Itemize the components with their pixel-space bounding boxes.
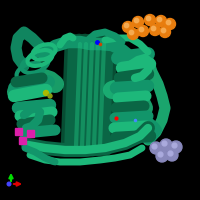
Circle shape: [166, 20, 171, 25]
Circle shape: [48, 94, 52, 98]
Circle shape: [150, 24, 160, 36]
Circle shape: [132, 17, 144, 27]
Bar: [14, 128, 22, 134]
Circle shape: [138, 25, 148, 36]
Circle shape: [170, 141, 182, 153]
Circle shape: [150, 142, 162, 154]
Bar: [26, 130, 34, 136]
Circle shape: [122, 21, 134, 32]
Circle shape: [7, 182, 11, 186]
Circle shape: [128, 28, 138, 40]
Circle shape: [162, 141, 167, 146]
Circle shape: [44, 90, 48, 96]
Circle shape: [139, 27, 144, 32]
Bar: [18, 136, 26, 144]
Circle shape: [160, 26, 170, 38]
Circle shape: [144, 15, 156, 25]
Circle shape: [156, 150, 168, 162]
Circle shape: [151, 26, 156, 31]
Circle shape: [124, 23, 129, 28]
Circle shape: [146, 16, 151, 21]
Circle shape: [164, 19, 176, 29]
Circle shape: [158, 152, 163, 157]
Circle shape: [156, 16, 166, 26]
Circle shape: [152, 144, 157, 149]
Circle shape: [166, 149, 178, 161]
Circle shape: [134, 18, 139, 23]
Circle shape: [129, 30, 134, 35]
Circle shape: [161, 28, 166, 33]
Circle shape: [160, 139, 172, 151]
Circle shape: [157, 17, 162, 22]
Circle shape: [168, 151, 173, 156]
Circle shape: [172, 143, 177, 148]
